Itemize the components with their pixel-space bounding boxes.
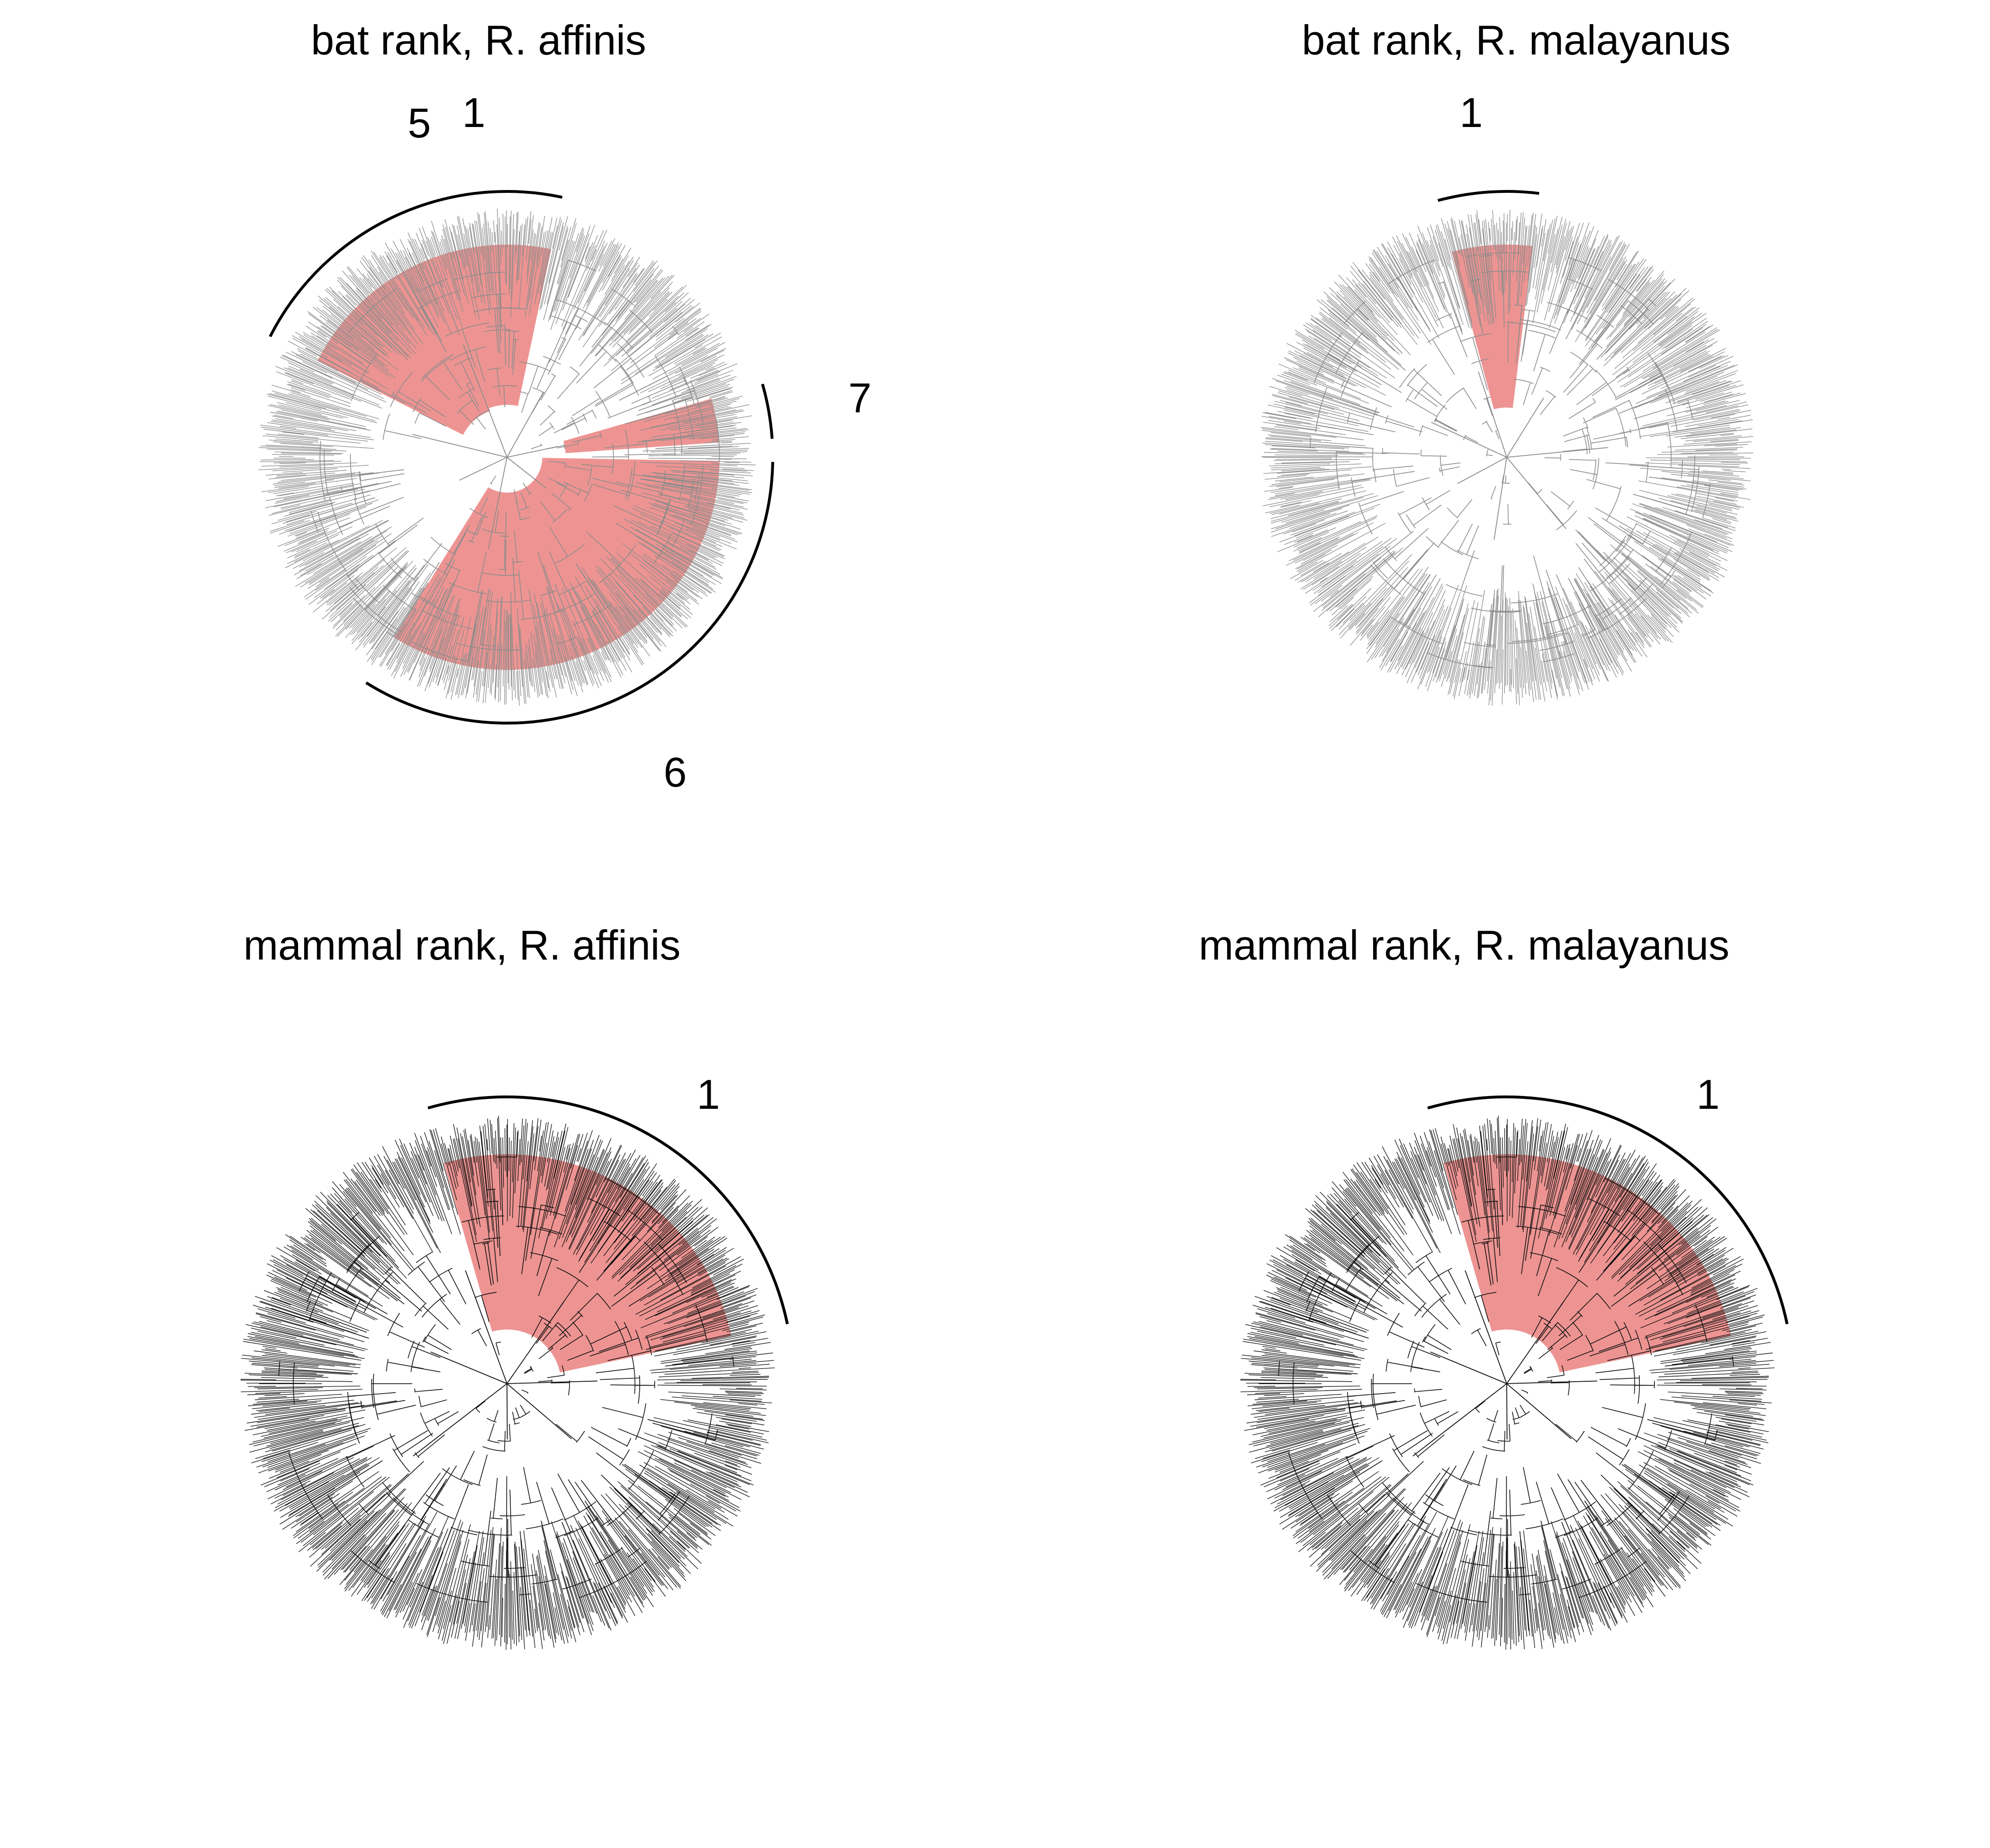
clade-highlight-wedge — [443, 1154, 732, 1373]
tip-branches — [1240, 1115, 1775, 1650]
panel-title: mammal rank, R. affinis — [244, 922, 681, 969]
clade-label-5: 5 — [408, 100, 431, 146]
root-branches — [1412, 1270, 1597, 1457]
root-branches — [412, 344, 558, 549]
phylogeny-tree — [1261, 190, 1754, 706]
phylogeny-tree — [1240, 1095, 1789, 1650]
root-branches — [413, 1270, 597, 1457]
internal-branches — [310, 260, 720, 662]
clade-bracket-arc — [1438, 190, 1539, 202]
panel-mammal-affinis: mammal rank, R. affinis 1 — [240, 922, 789, 1650]
panel-title: bat rank, R. affinis — [311, 17, 646, 63]
clade-bracket-arc — [1427, 1095, 1789, 1324]
phylogeny-tree — [240, 1095, 789, 1650]
clade-label-1: 1 — [1697, 1071, 1720, 1118]
internal-branches — [278, 1156, 734, 1603]
clade-highlight-wedge — [1443, 1154, 1731, 1373]
panel-title: mammal rank, R. malayanus — [1199, 922, 1729, 969]
tip-branches — [240, 1115, 775, 1650]
clade-highlight-wedge — [1451, 245, 1533, 409]
internal-branches — [1310, 252, 1711, 669]
panel-title: bat rank, R. malayanus — [1302, 17, 1731, 63]
root-branches — [1431, 371, 1609, 540]
clade-label-1: 1 — [1460, 89, 1483, 136]
phylogeny-tree — [258, 190, 774, 725]
tip-branches — [258, 208, 756, 706]
clade-bracket-arc — [427, 1095, 789, 1324]
clade-label-7: 7 — [849, 374, 872, 421]
clade-label-6: 6 — [664, 749, 687, 796]
clade-label-1: 1 — [462, 89, 486, 136]
clade-bracket-arc — [269, 206, 417, 337]
internal-branches — [1278, 1156, 1734, 1603]
clade-label-1: 1 — [697, 1071, 720, 1118]
panel-mammal-malayanus: mammal rank, R. malayanus 1 — [1199, 922, 1789, 1650]
panel-bat-malayanus: bat rank, R. malayanus 1 — [1261, 17, 1754, 706]
clade-bracket-arc — [416, 190, 563, 209]
clade-bracket-arc — [761, 383, 774, 439]
panel-bat-affinis: bat rank, R. affinis 5 1 7 6 — [258, 17, 872, 796]
tip-branches — [1261, 209, 1754, 706]
clade-bracket-arc — [365, 462, 774, 725]
